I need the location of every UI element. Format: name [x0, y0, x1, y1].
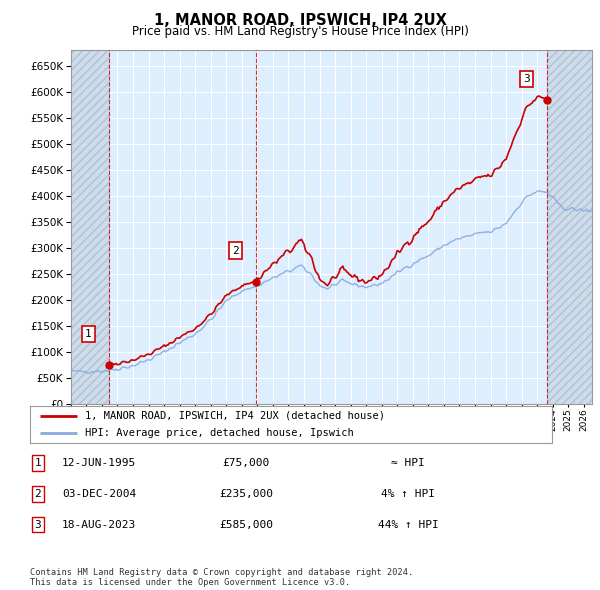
Text: 2: 2 [34, 489, 41, 499]
Text: 3: 3 [523, 74, 530, 84]
Text: 3: 3 [34, 520, 41, 529]
Text: 44% ↑ HPI: 44% ↑ HPI [377, 520, 439, 529]
Text: 4% ↑ HPI: 4% ↑ HPI [381, 489, 435, 499]
Bar [547, 50, 592, 404]
Text: 1, MANOR ROAD, IPSWICH, IP4 2UX: 1, MANOR ROAD, IPSWICH, IP4 2UX [154, 13, 446, 28]
Bar [71, 50, 109, 404]
Text: 1: 1 [85, 329, 92, 339]
Text: 1: 1 [34, 458, 41, 468]
Text: 12-JUN-1995: 12-JUN-1995 [62, 458, 136, 468]
Text: £585,000: £585,000 [219, 520, 273, 529]
Text: 03-DEC-2004: 03-DEC-2004 [62, 489, 136, 499]
Text: HPI: Average price, detached house, Ipswich: HPI: Average price, detached house, Ipsw… [85, 428, 353, 438]
Text: ≈ HPI: ≈ HPI [391, 458, 425, 468]
Text: £75,000: £75,000 [223, 458, 269, 468]
Text: 2: 2 [233, 245, 239, 255]
Text: 18-AUG-2023: 18-AUG-2023 [62, 520, 136, 529]
Text: £235,000: £235,000 [219, 489, 273, 499]
Text: Price paid vs. HM Land Registry's House Price Index (HPI): Price paid vs. HM Land Registry's House … [131, 25, 469, 38]
Text: 1, MANOR ROAD, IPSWICH, IP4 2UX (detached house): 1, MANOR ROAD, IPSWICH, IP4 2UX (detache… [85, 411, 385, 421]
Text: Contains HM Land Registry data © Crown copyright and database right 2024.
This d: Contains HM Land Registry data © Crown c… [30, 568, 413, 587]
